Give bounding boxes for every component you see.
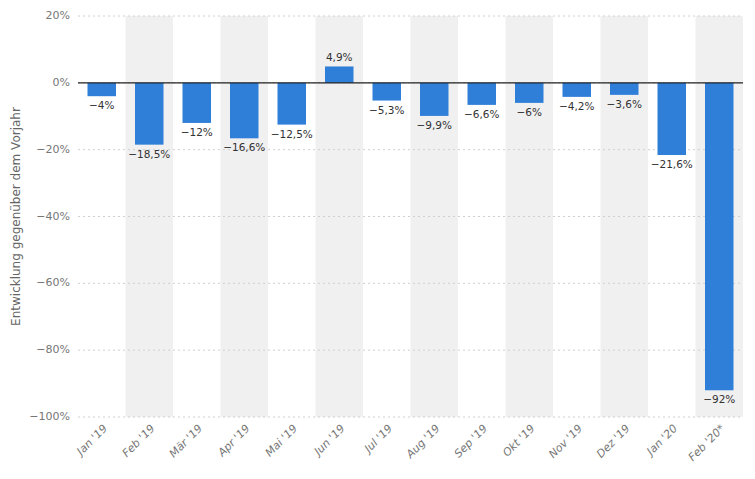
x-tick-label: Mai '19: [263, 422, 300, 459]
data-label: −4,2%: [559, 100, 594, 112]
grid-line: [78, 350, 743, 351]
data-label: −92%: [703, 393, 735, 405]
bar: [705, 83, 734, 390]
grid-line: [78, 82, 743, 83]
x-tick-label: Jul '19: [360, 422, 395, 457]
grid-line: [78, 283, 743, 284]
data-label: −4%: [89, 99, 114, 111]
grid-line: [78, 216, 743, 217]
x-tick-label: Mär '19: [167, 422, 205, 460]
data-label: −9,9%: [417, 119, 452, 131]
bars: [88, 66, 734, 390]
x-tick-label: Sep '19: [452, 422, 490, 460]
grid-line: [78, 417, 743, 418]
x-tick-label: Apr '19: [215, 422, 253, 460]
bar: [468, 83, 497, 105]
column-stripe: [696, 16, 744, 417]
chart: −100% −80% −60% −40% −20% 0% 20% Entwicklung ge…: [0, 0, 755, 479]
bar: [183, 83, 212, 123]
y-tick-label: −80%: [36, 343, 70, 356]
data-label: −6,6%: [464, 108, 499, 120]
data-label: −12,5%: [271, 128, 313, 140]
data-label: 4,9%: [326, 51, 353, 63]
bar: [563, 83, 592, 97]
data-label: −5,3%: [369, 104, 404, 116]
x-tick-label: Feb '20*: [686, 422, 728, 464]
bar: [230, 83, 259, 138]
bar: [135, 83, 164, 145]
data-label: −18,5%: [128, 148, 170, 160]
bar: [658, 83, 687, 155]
x-axis: Jan '19 Feb '19Mär '19 Apr '19 Mai '19 Jun '…: [73, 422, 728, 464]
x-tick-label: Jun '19: [310, 422, 347, 459]
bar: [515, 83, 544, 103]
x-tick-label: Nov '19: [546, 422, 585, 461]
bar: [373, 83, 402, 101]
y-tick-label: 20%: [46, 9, 70, 22]
grid-line: [78, 16, 743, 17]
y-tick-label: −60%: [36, 276, 70, 289]
grid-line: [78, 149, 743, 150]
data-label: −3,6%: [607, 98, 642, 110]
y-tick-label: −20%: [36, 143, 70, 156]
y-tick-label: 0%: [53, 76, 70, 89]
x-tick-label: Dez '19: [594, 422, 633, 461]
bar: [278, 83, 307, 125]
data-label: −12%: [181, 126, 213, 138]
y-axis-label: Entwicklung gegenüber dem Vorjahr: [9, 107, 23, 326]
y-tick-label: −40%: [36, 210, 70, 223]
data-label: −16,6%: [223, 141, 265, 153]
data-label: −6%: [517, 106, 542, 118]
bar: [420, 83, 449, 116]
y-grid: [78, 16, 743, 417]
bar: [88, 83, 117, 96]
bar: [610, 83, 639, 95]
y-axis: −100% −80% −60% −40% −20% 0% 20%: [29, 9, 70, 423]
x-tick-label: Okt '19: [500, 422, 537, 459]
bar: [325, 66, 354, 82]
chart-container: −100% −80% −60% −40% −20% 0% 20% Entwicklung ge…: [0, 0, 755, 479]
y-tick-label: −100%: [29, 410, 70, 423]
x-tick-label: Aug '19: [403, 422, 443, 462]
data-labels: −4%−18,5%−12%−16,6%−12,5%4,9%−5,3%−9,9%−…: [89, 51, 735, 405]
x-tick-label: Jan '19: [73, 422, 110, 459]
x-tick-label: Feb '19: [120, 422, 158, 460]
data-label: −21,6%: [651, 158, 693, 170]
zero-line: [78, 82, 743, 83]
x-tick-label: Jan '20: [643, 422, 680, 459]
